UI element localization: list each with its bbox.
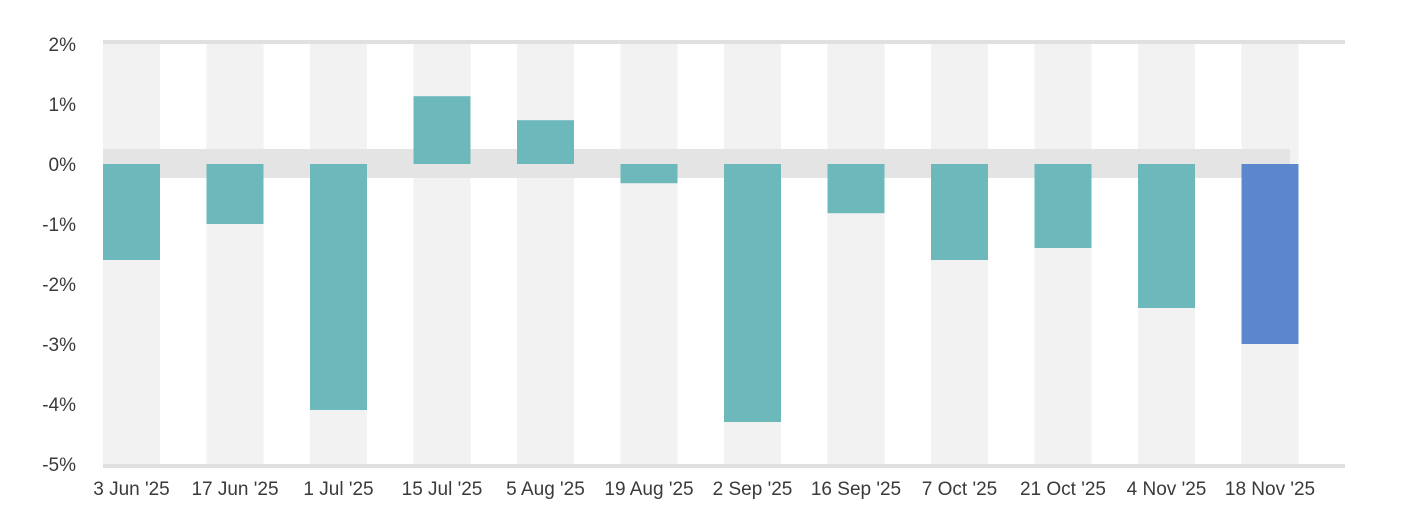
bar-3 — [413, 96, 471, 164]
bar-1 — [206, 164, 264, 224]
x-tick-label: 21 Oct '25 — [1020, 479, 1106, 500]
column-band — [827, 44, 885, 464]
x-tick-label: 19 Aug '25 — [604, 479, 693, 500]
y-tick-label: 1% — [49, 95, 77, 116]
x-tick-label: 4 Nov '25 — [1127, 479, 1207, 500]
bottom-axis-line — [103, 464, 1345, 468]
top-axis-line — [103, 40, 1345, 44]
bars — [103, 96, 1299, 422]
bar-6 — [724, 164, 781, 422]
x-tick-label: 18 Nov '25 — [1225, 479, 1315, 500]
x-tick-label: 5 Aug '25 — [506, 479, 585, 500]
bar-8 — [931, 164, 988, 260]
y-tick-label: -2% — [42, 275, 76, 296]
y-tick-label: -5% — [42, 455, 76, 476]
y-tick-label: 2% — [49, 35, 77, 56]
bar-11 — [1241, 164, 1299, 344]
column-band — [517, 44, 574, 464]
y-axis-ticks: 2% 1% 0% -1% -2% -3% -4% -5% — [42, 35, 76, 476]
bar-10 — [1138, 164, 1195, 308]
y-tick-label: -4% — [42, 395, 76, 416]
y-tick-label: -3% — [42, 335, 76, 356]
bar-5 — [620, 164, 678, 184]
x-axis-ticks: 3 Jun '25 17 Jun '25 1 Jul '25 15 Jul '25 5 … — [93, 479, 1315, 500]
zero-band-rect — [103, 149, 1290, 178]
column-band — [206, 44, 264, 464]
bar-7 — [827, 164, 885, 214]
column-band — [1034, 44, 1092, 464]
y-tick-label: 0% — [49, 155, 77, 176]
bar-4 — [517, 120, 574, 164]
zero-band — [103, 149, 1290, 178]
x-tick-label: 16 Sep '25 — [811, 479, 901, 500]
x-tick-label: 3 Jun '25 — [93, 479, 170, 500]
x-tick-label: 1 Jul '25 — [303, 479, 373, 500]
x-tick-label: 2 Sep '25 — [713, 479, 793, 500]
bar-2 — [310, 164, 367, 410]
x-tick-label: 15 Jul '25 — [402, 479, 483, 500]
x-tick-label: 17 Jun '25 — [191, 479, 278, 500]
x-tick-label: 7 Oct '25 — [922, 479, 997, 500]
column-band — [620, 44, 678, 464]
bar-9 — [1034, 164, 1092, 248]
axes — [103, 40, 1345, 468]
y-tick-label: -1% — [42, 215, 76, 236]
bar-0 — [103, 164, 160, 260]
column-bands — [103, 44, 1299, 464]
